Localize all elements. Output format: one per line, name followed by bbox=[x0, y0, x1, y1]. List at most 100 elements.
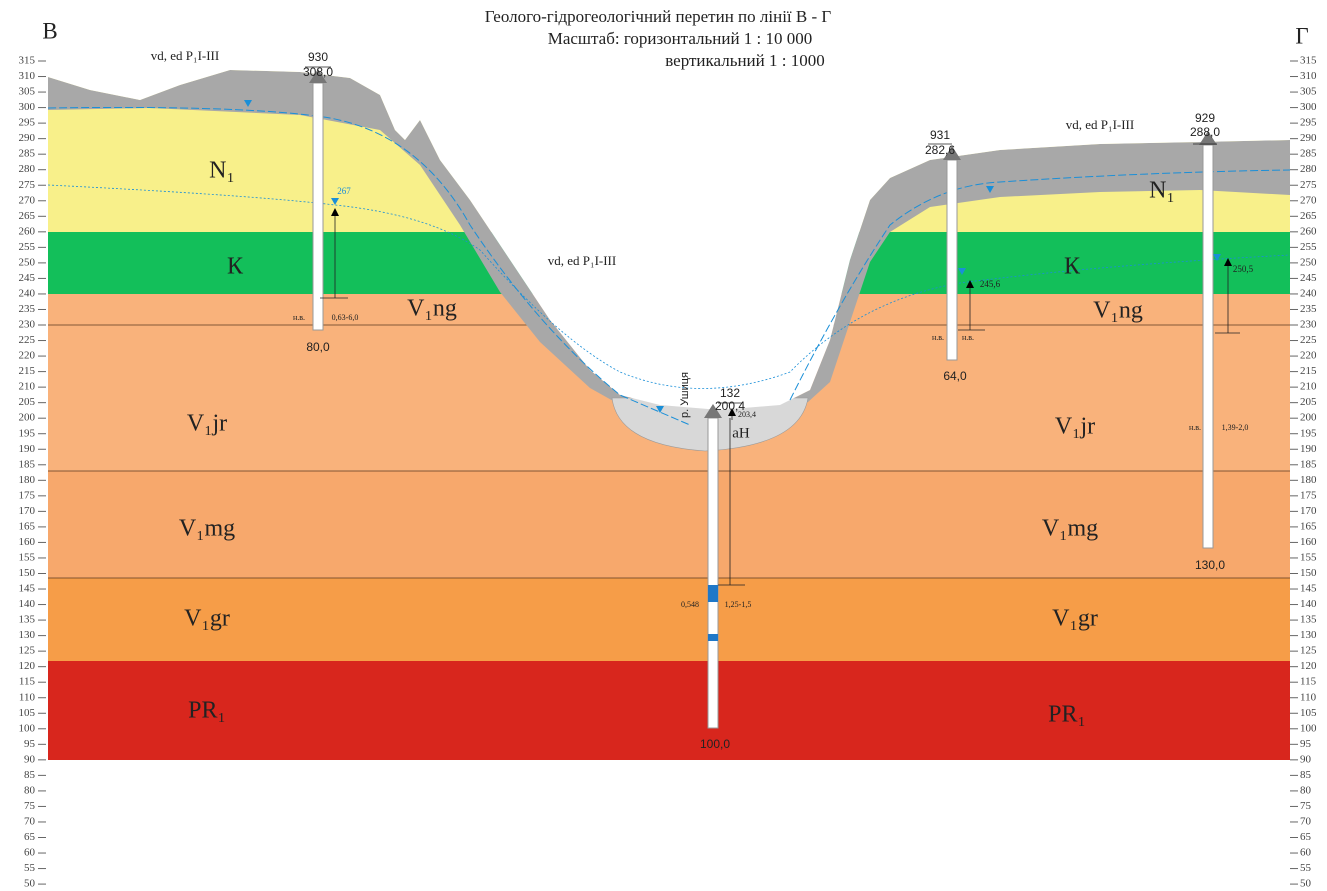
tick-label: 115 bbox=[1300, 676, 1317, 688]
tick-label: 80 bbox=[1300, 784, 1312, 796]
label: 130,0 bbox=[1195, 558, 1225, 572]
tick-label: 130 bbox=[1300, 629, 1317, 641]
label: V₁ng bbox=[407, 296, 457, 322]
tick-label: 205 bbox=[1300, 396, 1317, 408]
tick-label: 195 bbox=[1300, 427, 1317, 439]
tick-label: 95 bbox=[24, 738, 36, 750]
tick-label: 305 bbox=[1300, 86, 1317, 98]
label: 100,0 bbox=[700, 737, 730, 751]
tick-label: 50 bbox=[24, 878, 36, 890]
label: PR₁ bbox=[1048, 702, 1086, 728]
tick-label: 75 bbox=[24, 800, 36, 812]
tick-label: 70 bbox=[24, 816, 36, 828]
tick-label: 65 bbox=[24, 831, 36, 843]
tick-label: 55 bbox=[24, 862, 36, 874]
tick-label: 250 bbox=[19, 256, 36, 268]
tick-label: 230 bbox=[1300, 319, 1317, 331]
label: Масштаб: горизонтальний 1 : 10 000 bbox=[548, 29, 813, 48]
tick-label: 215 bbox=[1300, 365, 1317, 377]
label: V₁mg bbox=[1042, 516, 1098, 542]
label: V₁gr bbox=[1052, 606, 1098, 632]
layer-band bbox=[48, 661, 1290, 760]
screen bbox=[708, 634, 718, 641]
tick-label: 70 bbox=[1300, 816, 1312, 828]
tick-label: 85 bbox=[1300, 769, 1312, 781]
tick-label: 305 bbox=[19, 86, 36, 98]
label: К bbox=[1064, 254, 1081, 280]
label: 0,63-6,0 bbox=[332, 313, 359, 322]
tick-label: 135 bbox=[19, 614, 36, 626]
tick-label: 155 bbox=[1300, 551, 1317, 563]
label: V₁mg bbox=[179, 516, 235, 542]
tick-label: 280 bbox=[19, 163, 36, 175]
label: V₁jr bbox=[187, 411, 227, 437]
tick-label: 175 bbox=[19, 489, 36, 501]
label: 1,25-1,5 bbox=[725, 600, 752, 609]
tick-label: 190 bbox=[1300, 443, 1317, 455]
tick-label: 150 bbox=[19, 567, 36, 579]
label: 930 bbox=[308, 50, 328, 64]
label: 64,0 bbox=[943, 369, 967, 383]
tick-label: 205 bbox=[19, 396, 36, 408]
tick-label: 210 bbox=[1300, 381, 1317, 393]
water-marker bbox=[331, 198, 339, 205]
water-marker bbox=[958, 268, 966, 275]
tick-label: 190 bbox=[19, 443, 36, 455]
tick-label: 295 bbox=[19, 117, 36, 129]
tick-label: 315 bbox=[19, 55, 36, 67]
tick-label: 310 bbox=[19, 70, 36, 82]
well-head bbox=[309, 69, 327, 83]
tick-label: 250 bbox=[1300, 256, 1317, 268]
label: vd, ed P₁I-III bbox=[1066, 117, 1134, 132]
label: 80,0 bbox=[306, 340, 330, 354]
tick-label: 100 bbox=[1300, 722, 1317, 734]
tick-label: 80 bbox=[24, 784, 36, 796]
tick-label: 90 bbox=[1300, 753, 1312, 765]
water-marker bbox=[244, 100, 252, 107]
tick-label: 135 bbox=[1300, 614, 1317, 626]
label: 250,5 bbox=[1233, 264, 1254, 274]
borehole bbox=[1202, 144, 1214, 549]
tick-label: 300 bbox=[19, 101, 36, 113]
tick-label: 170 bbox=[1300, 505, 1317, 517]
tick-label: 240 bbox=[19, 287, 36, 299]
tick-label: 140 bbox=[1300, 598, 1317, 610]
tick-label: 220 bbox=[19, 350, 36, 362]
label: Геолого-гідрогеологічний перетин по ліні… bbox=[485, 7, 832, 26]
label: вертикальний 1 : 1000 bbox=[665, 51, 824, 70]
arrow bbox=[1224, 258, 1232, 266]
label: 245,6 bbox=[980, 279, 1001, 289]
tick-label: 145 bbox=[19, 583, 36, 595]
label: н.в. bbox=[932, 333, 944, 342]
tick-label: 245 bbox=[19, 272, 36, 284]
tick-label: 235 bbox=[19, 303, 36, 315]
tick-label: 115 bbox=[19, 676, 36, 688]
tick-label: 270 bbox=[1300, 194, 1317, 206]
tick-label: 160 bbox=[1300, 536, 1317, 548]
borehole bbox=[946, 159, 958, 361]
tick-label: 240 bbox=[1300, 287, 1317, 299]
label: 288,0 bbox=[1190, 125, 1220, 139]
tick-label: 270 bbox=[19, 194, 36, 206]
water-marker bbox=[1213, 254, 1221, 261]
tick-label: 130 bbox=[19, 629, 36, 641]
well-head bbox=[1199, 131, 1217, 145]
label: 929 bbox=[1195, 111, 1215, 125]
tick-label: 245 bbox=[1300, 272, 1317, 284]
tick-label: 140 bbox=[19, 598, 36, 610]
label: V₁gr bbox=[184, 606, 230, 632]
tick-label: 200 bbox=[19, 412, 36, 424]
tick-label: 125 bbox=[1300, 645, 1317, 657]
label: 931 bbox=[930, 128, 950, 142]
tick-label: 60 bbox=[1300, 847, 1312, 859]
tick-label: 255 bbox=[19, 241, 36, 253]
tick-label: 55 bbox=[1300, 862, 1312, 874]
tick-label: 285 bbox=[19, 148, 36, 160]
tick-label: 210 bbox=[19, 381, 36, 393]
label: 308,0 bbox=[303, 65, 333, 79]
tick-label: 100 bbox=[19, 722, 36, 734]
label: В bbox=[42, 18, 57, 43]
tick-label: 275 bbox=[19, 179, 36, 191]
tick-label: 145 bbox=[1300, 583, 1317, 595]
